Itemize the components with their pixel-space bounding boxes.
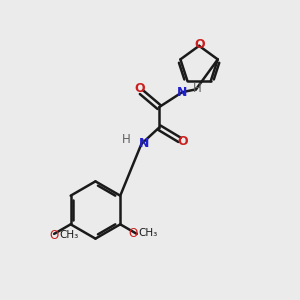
Text: CH₃: CH₃ [138, 228, 157, 238]
Text: H: H [193, 82, 202, 94]
Text: O: O [177, 135, 188, 148]
Text: H: H [122, 133, 131, 146]
Text: O: O [135, 82, 146, 95]
Text: O: O [194, 38, 205, 51]
Text: N: N [138, 137, 149, 150]
Text: O: O [50, 229, 59, 242]
Text: O: O [128, 227, 137, 240]
Text: N: N [177, 85, 188, 99]
Text: CH₃: CH₃ [59, 230, 79, 240]
